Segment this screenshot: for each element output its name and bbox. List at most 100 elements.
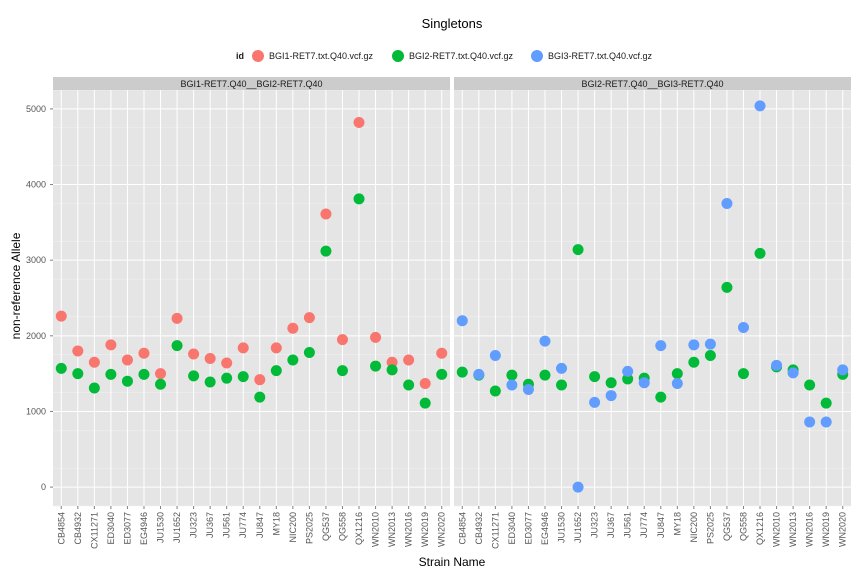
data-point xyxy=(88,382,100,394)
x-tick-label: ED3040 xyxy=(507,512,517,545)
data-point xyxy=(556,362,568,374)
x-tick-label: JU847 xyxy=(255,512,265,538)
data-point xyxy=(737,321,749,333)
data-point xyxy=(506,369,518,381)
x-tick-label: ED3040 xyxy=(106,512,116,545)
data-point xyxy=(572,481,584,493)
data-point xyxy=(456,366,468,378)
data-point xyxy=(88,356,100,368)
y-tick-label: 2000 xyxy=(26,331,46,341)
x-tick-label: MY18 xyxy=(672,512,682,536)
y-tick-label: 4000 xyxy=(26,180,46,190)
x-tick-label: EG4946 xyxy=(139,512,149,545)
data-point xyxy=(105,368,117,380)
data-point xyxy=(655,340,667,352)
data-point xyxy=(556,379,568,391)
x-tick-label: WN2020 xyxy=(838,512,848,547)
x-tick-label: JU1652 xyxy=(573,512,583,543)
panel: BGI2-RET7.Q40__BGI3-RET7.Q40 CB4854 CB4932… xyxy=(454,77,851,549)
x-tick-label: PS2025 xyxy=(304,512,314,544)
x-tick-label: ED3077 xyxy=(122,512,132,545)
data-point xyxy=(419,377,431,389)
data-point xyxy=(320,245,332,257)
x-tick-label: CB4932 xyxy=(474,512,484,545)
data-point xyxy=(270,342,282,354)
chart-title: Singletons xyxy=(422,16,483,31)
x-tick-label: QG537 xyxy=(321,512,331,541)
legend-marker xyxy=(531,50,543,62)
data-point xyxy=(353,117,365,129)
data-point xyxy=(704,349,716,361)
data-point xyxy=(303,346,315,358)
legend-label: BGI2-RET7.txt.Q40.vcf.gz xyxy=(409,51,514,61)
data-point xyxy=(419,397,431,409)
data-point xyxy=(820,416,832,428)
data-point xyxy=(787,367,799,379)
data-point xyxy=(370,331,382,343)
data-point xyxy=(589,371,601,383)
data-point xyxy=(55,310,67,322)
data-point xyxy=(155,368,167,380)
data-point xyxy=(489,385,501,397)
legend-marker xyxy=(392,50,404,62)
data-point xyxy=(336,334,348,346)
data-point xyxy=(55,362,67,374)
legend-title: id xyxy=(236,51,244,61)
x-tick-label: PS2025 xyxy=(705,512,715,544)
x-tick-label: MY18 xyxy=(271,512,281,536)
facet-strip-label: BGI2-RET7.Q40__BGI3-RET7.Q40 xyxy=(581,79,723,89)
data-point xyxy=(171,312,183,324)
data-point xyxy=(221,372,233,384)
facet-strip xyxy=(454,77,851,90)
data-point xyxy=(270,365,282,377)
legend: id BGI1-RET7.txt.Q40.vcf.gz BGI2-RET7.txt… xyxy=(236,50,653,62)
data-point xyxy=(737,368,749,380)
data-point xyxy=(473,368,485,380)
x-tick-label: WN2020 xyxy=(437,512,447,547)
data-point xyxy=(622,373,634,385)
x-tick-label: JU561 xyxy=(222,512,232,538)
data-point xyxy=(622,365,634,377)
data-point xyxy=(287,322,299,334)
data-point xyxy=(506,379,518,391)
data-point xyxy=(436,347,448,359)
data-point xyxy=(336,365,348,377)
data-point xyxy=(688,356,700,368)
data-point xyxy=(539,369,551,381)
x-tick-label: WN2016 xyxy=(404,512,414,547)
data-point xyxy=(605,377,617,389)
facet-strip-label: BGI1-RET7.Q40__BGI2-RET7.Q40 xyxy=(180,79,322,89)
x-tick-label: JU367 xyxy=(606,512,616,538)
x-tick-label: JU561 xyxy=(623,512,633,538)
x-tick-label: JU1652 xyxy=(172,512,182,543)
data-point xyxy=(522,384,534,396)
data-point xyxy=(221,357,233,369)
data-point xyxy=(655,391,667,403)
data-point xyxy=(204,353,216,365)
y-axis: 0 1000 2000 3000 4000 5000 xyxy=(26,104,53,492)
x-tick-label: CB4932 xyxy=(73,512,83,545)
data-point xyxy=(254,374,266,386)
data-point xyxy=(436,368,448,380)
x-tick-label: JU774 xyxy=(639,512,649,538)
x-axis-title: Strain Name xyxy=(419,555,486,569)
x-tick-label: JU367 xyxy=(205,512,215,538)
x-tick-label: WN2016 xyxy=(805,512,815,547)
x-tick-label: QG558 xyxy=(337,512,347,541)
panel: BGI1-RET7.Q40__BGI2-RET7.Q40 CB4854 CB4932… xyxy=(53,77,450,549)
y-tick-label: 0 xyxy=(41,482,46,492)
x-tick-label: WN2010 xyxy=(371,512,381,547)
data-point xyxy=(754,100,766,112)
x-tick-label: WN2010 xyxy=(772,512,782,547)
x-tick-label: QX1216 xyxy=(354,512,364,545)
x-tick-label: JU1530 xyxy=(156,512,166,543)
data-point xyxy=(804,416,816,428)
x-tick-label: CB4854 xyxy=(457,512,467,545)
data-point xyxy=(403,379,415,391)
x-tick-label: JU323 xyxy=(189,512,199,538)
data-point xyxy=(489,349,501,361)
data-point xyxy=(121,354,133,366)
y-tick-label: 1000 xyxy=(26,406,46,416)
data-point xyxy=(353,193,365,205)
